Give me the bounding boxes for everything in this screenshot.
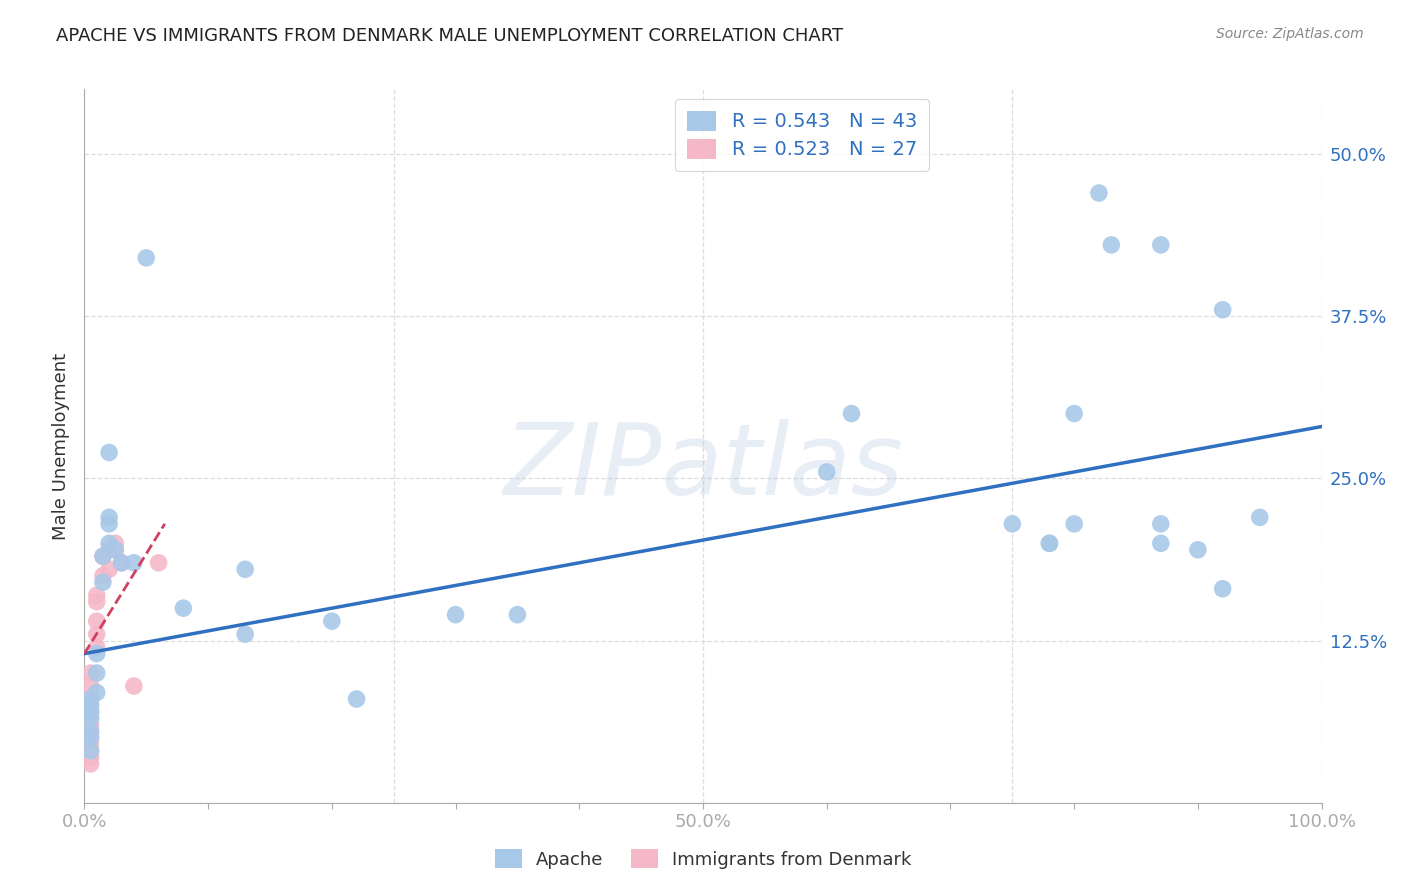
Y-axis label: Male Unemployment: Male Unemployment xyxy=(52,352,70,540)
Point xyxy=(110,556,132,570)
Point xyxy=(79,731,101,745)
Point xyxy=(444,607,467,622)
Point xyxy=(1187,542,1209,557)
Point xyxy=(79,698,101,713)
Point xyxy=(91,575,114,590)
Point xyxy=(1001,516,1024,531)
Point xyxy=(86,685,108,699)
Point xyxy=(104,542,127,557)
Text: APACHE VS IMMIGRANTS FROM DENMARK MALE UNEMPLOYMENT CORRELATION CHART: APACHE VS IMMIGRANTS FROM DENMARK MALE U… xyxy=(56,27,844,45)
Point xyxy=(506,607,529,622)
Point xyxy=(1150,516,1173,531)
Point xyxy=(98,542,121,557)
Point xyxy=(1249,510,1271,524)
Point xyxy=(79,679,101,693)
Point xyxy=(104,536,127,550)
Point xyxy=(122,556,145,570)
Point xyxy=(79,698,101,713)
Point xyxy=(86,647,108,661)
Point xyxy=(233,562,256,576)
Point xyxy=(98,536,121,550)
Point xyxy=(1099,238,1122,252)
Point xyxy=(98,562,121,576)
Point xyxy=(79,756,101,771)
Point xyxy=(79,666,101,681)
Point xyxy=(1063,407,1085,421)
Point xyxy=(86,595,108,609)
Point xyxy=(1063,516,1085,531)
Point xyxy=(98,516,121,531)
Point xyxy=(79,711,101,725)
Point xyxy=(79,724,101,739)
Point xyxy=(1038,536,1060,550)
Point xyxy=(79,744,101,758)
Point xyxy=(91,549,114,564)
Point xyxy=(79,705,101,719)
Point xyxy=(79,744,101,758)
Point xyxy=(841,407,863,421)
Point xyxy=(1150,536,1173,550)
Point xyxy=(79,711,101,725)
Point xyxy=(1088,186,1111,200)
Point xyxy=(148,556,170,570)
Point xyxy=(86,614,108,628)
Point xyxy=(122,679,145,693)
Point xyxy=(98,510,121,524)
Legend: Apache, Immigrants from Denmark: Apache, Immigrants from Denmark xyxy=(488,842,918,876)
Point xyxy=(172,601,194,615)
Point xyxy=(815,465,838,479)
Point xyxy=(91,568,114,582)
Point xyxy=(79,738,101,752)
Point xyxy=(86,640,108,654)
Point xyxy=(1038,536,1060,550)
Point xyxy=(98,445,121,459)
Point xyxy=(79,692,101,706)
Point xyxy=(321,614,343,628)
Point xyxy=(86,666,108,681)
Point xyxy=(135,251,157,265)
Point xyxy=(79,718,101,732)
Point xyxy=(1212,582,1234,596)
Text: ZIPatlas: ZIPatlas xyxy=(503,419,903,516)
Text: Source: ZipAtlas.com: Source: ZipAtlas.com xyxy=(1216,27,1364,41)
Point xyxy=(91,549,114,564)
Point xyxy=(110,556,132,570)
Point xyxy=(346,692,368,706)
Point xyxy=(104,542,127,557)
Point xyxy=(79,750,101,764)
Point xyxy=(86,588,108,602)
Point xyxy=(1150,238,1173,252)
Point xyxy=(233,627,256,641)
Point xyxy=(79,724,101,739)
Point xyxy=(79,692,101,706)
Point xyxy=(86,627,108,641)
Point xyxy=(79,705,101,719)
Point xyxy=(1212,302,1234,317)
Point xyxy=(79,731,101,745)
